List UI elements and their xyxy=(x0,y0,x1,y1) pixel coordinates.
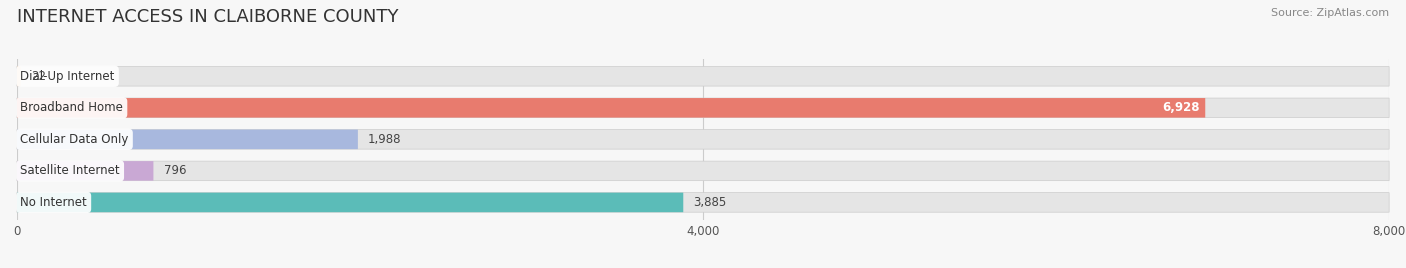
Text: 6,928: 6,928 xyxy=(1163,101,1201,114)
Text: Broadband Home: Broadband Home xyxy=(20,101,124,114)
Text: Cellular Data Only: Cellular Data Only xyxy=(20,133,129,146)
Text: Dial-Up Internet: Dial-Up Internet xyxy=(20,70,115,83)
Text: Satellite Internet: Satellite Internet xyxy=(20,164,120,177)
FancyBboxPatch shape xyxy=(17,66,21,86)
FancyBboxPatch shape xyxy=(17,130,359,149)
FancyBboxPatch shape xyxy=(17,98,1205,118)
Text: Source: ZipAtlas.com: Source: ZipAtlas.com xyxy=(1271,8,1389,18)
FancyBboxPatch shape xyxy=(17,98,1389,118)
Text: 22: 22 xyxy=(31,70,46,83)
FancyBboxPatch shape xyxy=(17,161,153,181)
FancyBboxPatch shape xyxy=(17,66,1389,86)
Text: 1,988: 1,988 xyxy=(368,133,402,146)
FancyBboxPatch shape xyxy=(17,193,683,212)
Text: INTERNET ACCESS IN CLAIBORNE COUNTY: INTERNET ACCESS IN CLAIBORNE COUNTY xyxy=(17,8,398,26)
FancyBboxPatch shape xyxy=(17,161,1389,181)
FancyBboxPatch shape xyxy=(17,130,1389,149)
FancyBboxPatch shape xyxy=(17,193,1389,212)
Text: No Internet: No Internet xyxy=(20,196,87,209)
Text: 796: 796 xyxy=(163,164,186,177)
Text: 3,885: 3,885 xyxy=(693,196,727,209)
